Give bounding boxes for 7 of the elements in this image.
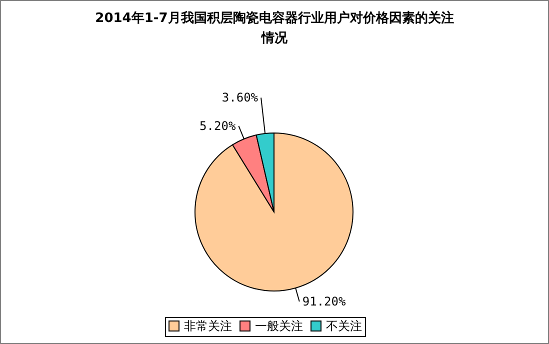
data-label: 5.20% (200, 118, 236, 133)
data-label: 91.20% (302, 294, 347, 308)
legend-label: 非常关注 (184, 319, 232, 333)
legend-label: 一般关注 (255, 319, 303, 333)
data-label: 3.60% (222, 90, 259, 105)
legend-label: 不关注 (326, 319, 362, 333)
chart-title: 2014年1-7月我国积层陶瓷电容器行业用户对价格因素的关注情况 (95, 10, 454, 46)
